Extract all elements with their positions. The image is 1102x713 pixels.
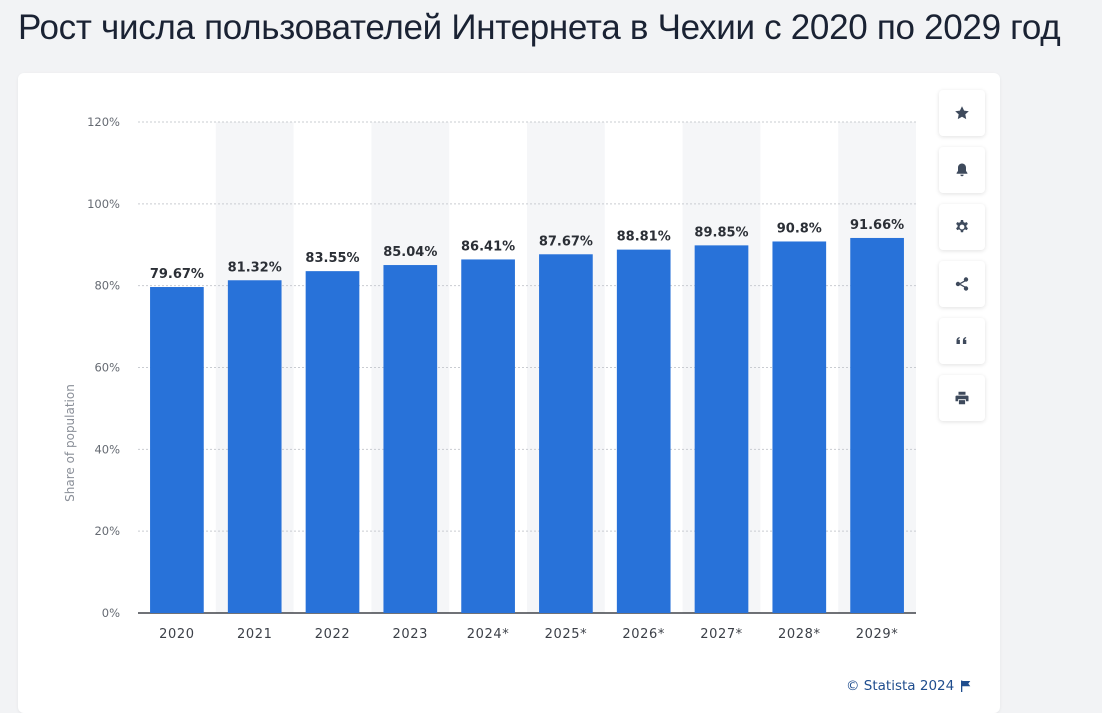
bar[interactable]	[850, 237, 904, 614]
x-tick-label: 2020	[159, 627, 194, 642]
y-tick-label: 60%	[94, 361, 120, 375]
x-tick-label: 2028*	[778, 627, 821, 642]
star-icon	[955, 106, 969, 120]
bar[interactable]	[539, 254, 593, 614]
bar[interactable]	[227, 280, 282, 613]
y-axis-label: Share of population	[63, 384, 77, 502]
bell-icon	[956, 163, 968, 177]
bar-chart: 79.67% 81.32% 83.55% 85.04% 86.41% 87.67% 88.8…	[63, 115, 916, 642]
print-button[interactable]	[939, 375, 985, 421]
x-tick-label: 2029*	[856, 627, 899, 642]
x-tick-label: 2024*	[467, 627, 510, 642]
data-label: 88.81%	[617, 230, 671, 245]
statista-credit[interactable]: © Statista 2024	[846, 678, 971, 694]
printer-icon	[955, 391, 969, 405]
x-tick-label: 2026*	[622, 627, 665, 642]
data-label: 83.55%	[305, 251, 359, 266]
flag-icon	[961, 680, 971, 692]
settings-button[interactable]	[939, 204, 985, 250]
bar[interactable]	[150, 287, 204, 613]
data-label: 86.41%	[461, 239, 515, 254]
y-tick-label: 100%	[87, 197, 120, 211]
gear-icon	[956, 220, 968, 233]
data-labels: 79.67% 81.32% 83.55% 85.04% 86.41% 87.67% 88.8…	[150, 218, 904, 282]
y-axis-ticks: 0% 20% 40% 60% 80% 100% 120%	[87, 115, 120, 620]
bar[interactable]	[772, 241, 827, 613]
x-tick-label: 2021	[237, 627, 272, 642]
credit-text: © Statista 2024	[846, 678, 955, 694]
notification-button[interactable]	[939, 147, 985, 193]
bar[interactable]	[461, 259, 515, 613]
y-tick-label: 0%	[102, 606, 120, 620]
chart-card: 79.67% 81.32% 83.55% 85.04% 86.41% 87.67% 88.8…	[18, 73, 1000, 713]
bar[interactable]	[383, 265, 438, 613]
y-tick-label: 120%	[87, 115, 120, 129]
data-label: 85.04%	[383, 245, 437, 260]
share-icon	[955, 277, 969, 291]
cite-button[interactable]	[939, 318, 985, 364]
y-tick-label: 20%	[94, 524, 120, 538]
bar[interactable]	[694, 245, 749, 613]
quote-icon	[956, 337, 967, 344]
favorite-button[interactable]	[939, 90, 985, 136]
page-title: Рост числа пользователей Интернета в Чех…	[18, 8, 1061, 47]
data-label: 87.67%	[539, 234, 593, 249]
x-tick-label: 2022	[315, 627, 350, 642]
data-label: 79.67%	[150, 267, 204, 282]
share-button[interactable]	[939, 261, 985, 307]
data-label: 91.66%	[850, 218, 904, 233]
x-axis-ticks: 2020 2021 2022 2023 2024* 2025* 2026* 2027* 2028…	[159, 627, 898, 642]
data-label: 89.85%	[694, 225, 748, 240]
y-tick-label: 80%	[94, 279, 120, 293]
data-label: 81.32%	[228, 260, 282, 275]
x-tick-label: 2025*	[545, 627, 588, 642]
y-tick-label: 40%	[94, 442, 120, 456]
bar[interactable]	[305, 271, 360, 613]
bar[interactable]	[616, 249, 671, 613]
data-label: 90.8%	[777, 221, 822, 236]
bars	[150, 237, 904, 614]
x-tick-label: 2027*	[700, 627, 743, 642]
x-tick-label: 2023	[393, 627, 428, 642]
